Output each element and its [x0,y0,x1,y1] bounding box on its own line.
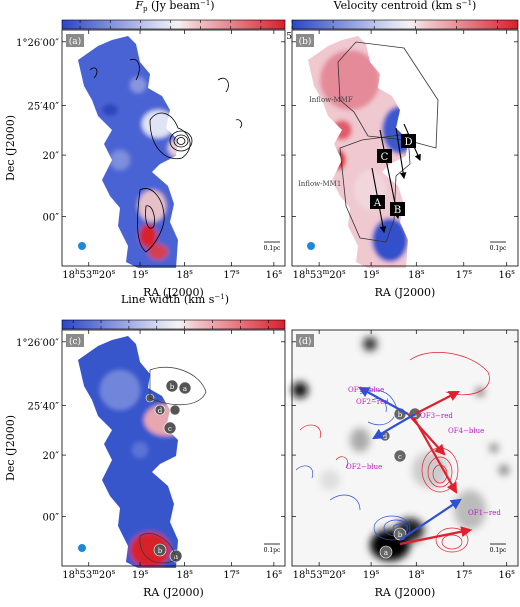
svg-text:0.1pc: 0.1pc [264,245,281,252]
x-tick-label: 17s [223,568,240,581]
x-tick-label: 17s [456,568,473,581]
svg-text:a: a [183,385,187,393]
svg-text:c: c [168,425,172,433]
x-tick-label: 19s [363,268,380,281]
x-tick-label: 16s [499,568,516,581]
svg-text:Inflow-MMF: Inflow-MMF [309,96,353,104]
panel-c: b a d c b a 0.1pc (c) [61,329,286,568]
svg-text:d: d [383,433,388,441]
scale-bar: 0.1pc [490,543,507,554]
svg-text:(c): (c) [69,336,81,347]
svg-text:b: b [170,383,175,391]
x-axis-label: RA (J2000) [375,586,436,599]
svg-text:a: a [384,549,388,557]
colorbar-b-label: Velocity centroid (km s−1) [333,0,477,12]
x-tick-label: 18s [176,268,193,281]
axes-panel: 18h53m20s 19s 18s 17s 16s 1°26′00″ 25′40″ 20″ 00… [4,330,285,599]
svg-text:a: a [174,553,178,561]
y-tick-label: 25′40″ [28,102,60,113]
y-axis-label: Dec (J2000) [4,115,17,181]
axes-panel: 18h53m20s 19s 18s 17s 16s RA (J2000) [292,330,518,599]
svg-text:B: B [394,205,401,216]
beam-marker [78,242,86,250]
label-D: D [401,134,416,148]
y-tick-label: 00″ [43,512,60,523]
x-tick-label: 16s [266,568,283,581]
svg-text:OF2−red: OF2−red [356,398,389,406]
x-axis-label: RA (J2000) [143,586,204,599]
svg-text:D: D [404,137,412,148]
y-tick-label: 20″ [43,151,60,162]
panel-label-d: (d) [296,334,314,347]
svg-text:(b): (b) [299,36,312,47]
x-tick-label: 18s [408,268,425,281]
label-C: C [377,149,392,163]
x-tick-label: 19s [132,268,149,281]
x-axis-label: RA (J2000) [143,286,204,299]
svg-text:d: d [158,407,163,415]
svg-text:(d): (d) [299,336,312,347]
x-tick-label: 17s [223,268,240,281]
x-tick-label: 18h53m20s [293,568,346,581]
svg-text:0.1pc: 0.1pc [264,547,281,554]
scale-bar: 0.1pc [490,241,507,252]
y-tick-label: 1°26′00″ [16,38,59,49]
x-tick-label: 16s [499,268,516,281]
y-tick-label: 20″ [43,451,60,462]
axes-panel: 18h53m20s 19s 18s 17s 16s 1°26′00″ 25′40″ 20″ 00… [4,30,285,299]
x-tick-label: 18h53m20s [293,268,346,281]
colorbar-c-label: Line width (km s−1) [121,293,229,306]
beam-marker [78,544,86,552]
scale-bar: 0.1pc [264,543,281,554]
svg-text:OF4−blue: OF4−blue [448,427,484,435]
svg-text:b: b [398,411,403,419]
svg-text:(a): (a) [69,36,81,47]
x-tick-label: 18h53m20s [62,268,115,281]
svg-text:c: c [398,453,402,461]
x-tick-label: 16s [266,268,283,281]
panel-b: Inflow-MMF Inflow-MM1 A B C D 0.1pc (b) [291,29,519,268]
x-tick-label: 17s [456,268,473,281]
panel-label-a: (a) [66,34,84,47]
svg-text:OF2−blue: OF2−blue [346,463,382,471]
x-tick-label: 19s [363,568,380,581]
y-tick-label: 1°26′00″ [16,338,59,349]
x-tick-label: 18s [176,568,193,581]
svg-text:b: b [158,547,163,555]
svg-text:OF3−red: OF3−red [420,412,453,420]
x-axis-label: RA (J2000) [375,286,436,299]
scale-bar: 0.1pc [264,241,281,252]
x-tick-label: 18h53m20s [62,568,115,581]
svg-text:OF1−red: OF1−red [468,509,501,517]
panel-a: 0.1pc (a) [61,29,286,268]
y-tick-label: 00″ [43,212,60,223]
cores-c: b a d c b a [139,366,207,564]
svg-text:OF1−blue: OF1−blue [348,386,384,394]
svg-text:A: A [373,198,382,209]
colorbar-a-label: Fp (Jy beam−1) [134,0,214,13]
svg-text:C: C [381,152,389,163]
y-axis-label: Dec (J2000) [4,415,17,481]
svg-text:Inflow-MM1: Inflow-MM1 [298,180,341,188]
beam-marker [307,242,315,250]
svg-text:0.1pc: 0.1pc [490,547,507,554]
svg-text:b: b [398,531,403,539]
x-tick-label: 19s [132,568,149,581]
label-B: B [390,202,405,216]
x-tick-label: 18s [408,568,425,581]
panel-label-c: (c) [66,334,84,347]
label-A: A [370,195,385,209]
panel-d: b a d c b a OF1−blue OF2−red OF3−red OF4… [291,329,519,567]
y-tick-label: 25′40″ [28,402,60,413]
panel-label-b: (b) [296,34,314,47]
svg-text:0.1pc: 0.1pc [490,245,507,252]
